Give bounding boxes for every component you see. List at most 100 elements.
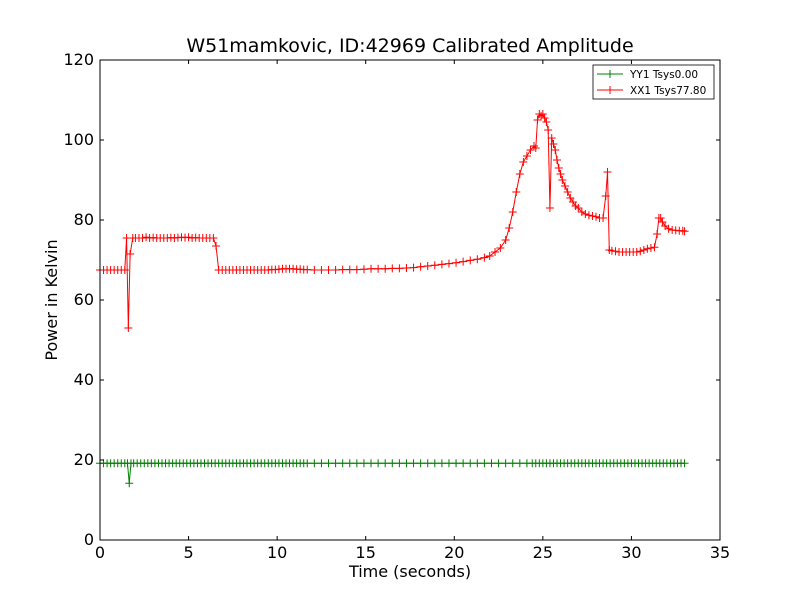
data-point <box>452 258 461 267</box>
legend-box <box>592 64 715 100</box>
plot-area: 0 5 10 15 20 25 30 35 0 20 40 60 80 100 120 <box>63 50 730 562</box>
legend-swatch-marker <box>606 70 614 78</box>
data-point <box>556 170 565 178</box>
y-tick-label: 20 <box>74 450 94 469</box>
data-point <box>466 256 475 265</box>
data-point <box>409 263 418 272</box>
legend-entries: YY1 Tsys0.00 XX1 Tsys77.80 <box>597 69 706 97</box>
legend-entry: YY1 Tsys0.00 <box>597 69 698 81</box>
data-point <box>508 208 517 216</box>
data-point <box>345 265 354 274</box>
data-point <box>444 259 453 268</box>
y-axis-label: Power in Kelvin <box>42 239 61 360</box>
y-tick-label: 0 <box>84 530 94 549</box>
data-point <box>395 459 404 468</box>
data-point <box>352 265 361 274</box>
y-tick-label: 100 <box>63 130 94 149</box>
data-point <box>416 459 425 468</box>
data-point <box>599 214 608 222</box>
data-point <box>522 152 531 160</box>
data-point <box>212 242 221 250</box>
data-point <box>359 459 368 468</box>
data-point <box>367 459 376 468</box>
data-point <box>639 246 648 254</box>
data-point <box>124 324 133 332</box>
data-point <box>402 264 411 272</box>
data-point <box>466 459 475 468</box>
data-point <box>553 156 562 164</box>
x-tick-label: 0 <box>95 543 105 562</box>
data-point <box>459 459 468 468</box>
data-point <box>512 188 521 196</box>
data-point <box>542 118 551 126</box>
data-point <box>409 459 418 468</box>
data-point <box>494 459 503 468</box>
data-point <box>430 459 439 468</box>
data-point <box>611 247 620 256</box>
chart-title: W51mamkovic, ID:42969 Calibrated Amplitu… <box>186 35 633 57</box>
data-point <box>459 257 468 266</box>
data-point <box>533 116 542 124</box>
data-point <box>505 224 514 232</box>
data-point <box>338 265 347 274</box>
data-point <box>643 244 652 253</box>
data-point <box>680 459 689 468</box>
data-point <box>581 210 590 218</box>
legend-swatch-marker <box>606 86 614 94</box>
data-point <box>473 459 482 468</box>
data-point <box>501 236 510 244</box>
data-point <box>345 459 354 468</box>
data-point <box>577 208 586 216</box>
data-point <box>545 204 554 212</box>
data-point <box>561 182 569 190</box>
data-point <box>540 114 549 122</box>
data-point <box>430 261 439 270</box>
x-tick-label: 15 <box>356 543 376 562</box>
data-point <box>574 204 583 212</box>
data-point <box>374 459 383 468</box>
x-tick-label: 30 <box>621 543 641 562</box>
y-tick-label: 80 <box>74 210 94 229</box>
legend-entry: XX1 Tsys77.80 <box>597 85 706 97</box>
x-tick-label: 25 <box>533 543 553 562</box>
data-point <box>558 176 567 184</box>
data-point <box>650 243 659 252</box>
data-point <box>142 233 151 242</box>
x-tick-label: 35 <box>710 543 730 562</box>
data-point <box>310 459 319 468</box>
data-point <box>388 459 397 468</box>
data-point <box>547 134 556 142</box>
data-point <box>515 170 524 178</box>
data-point <box>646 244 655 252</box>
data-point <box>395 264 404 273</box>
data-point <box>452 459 461 468</box>
data-point <box>367 264 376 273</box>
data-point <box>537 112 546 120</box>
data-point <box>444 459 453 468</box>
data-point <box>473 255 482 264</box>
data-point <box>531 144 540 152</box>
data-point <box>501 459 510 468</box>
data-point <box>588 212 597 220</box>
series-0 <box>96 459 689 488</box>
data-point <box>530 142 538 150</box>
data-point <box>480 459 489 468</box>
data-point <box>480 253 489 262</box>
y-tick-label: 40 <box>74 370 94 389</box>
data-point <box>359 265 368 274</box>
data-point <box>632 248 641 256</box>
data-point <box>138 234 147 242</box>
data-point <box>544 126 553 134</box>
data-point <box>331 266 340 274</box>
data-point <box>374 264 383 273</box>
data-point <box>485 252 494 260</box>
data-point <box>549 140 558 148</box>
data-point <box>324 459 333 468</box>
data-point <box>416 262 425 271</box>
data-point <box>601 192 610 200</box>
data-point <box>487 459 496 468</box>
data-point <box>526 146 535 154</box>
data-point <box>437 260 446 269</box>
